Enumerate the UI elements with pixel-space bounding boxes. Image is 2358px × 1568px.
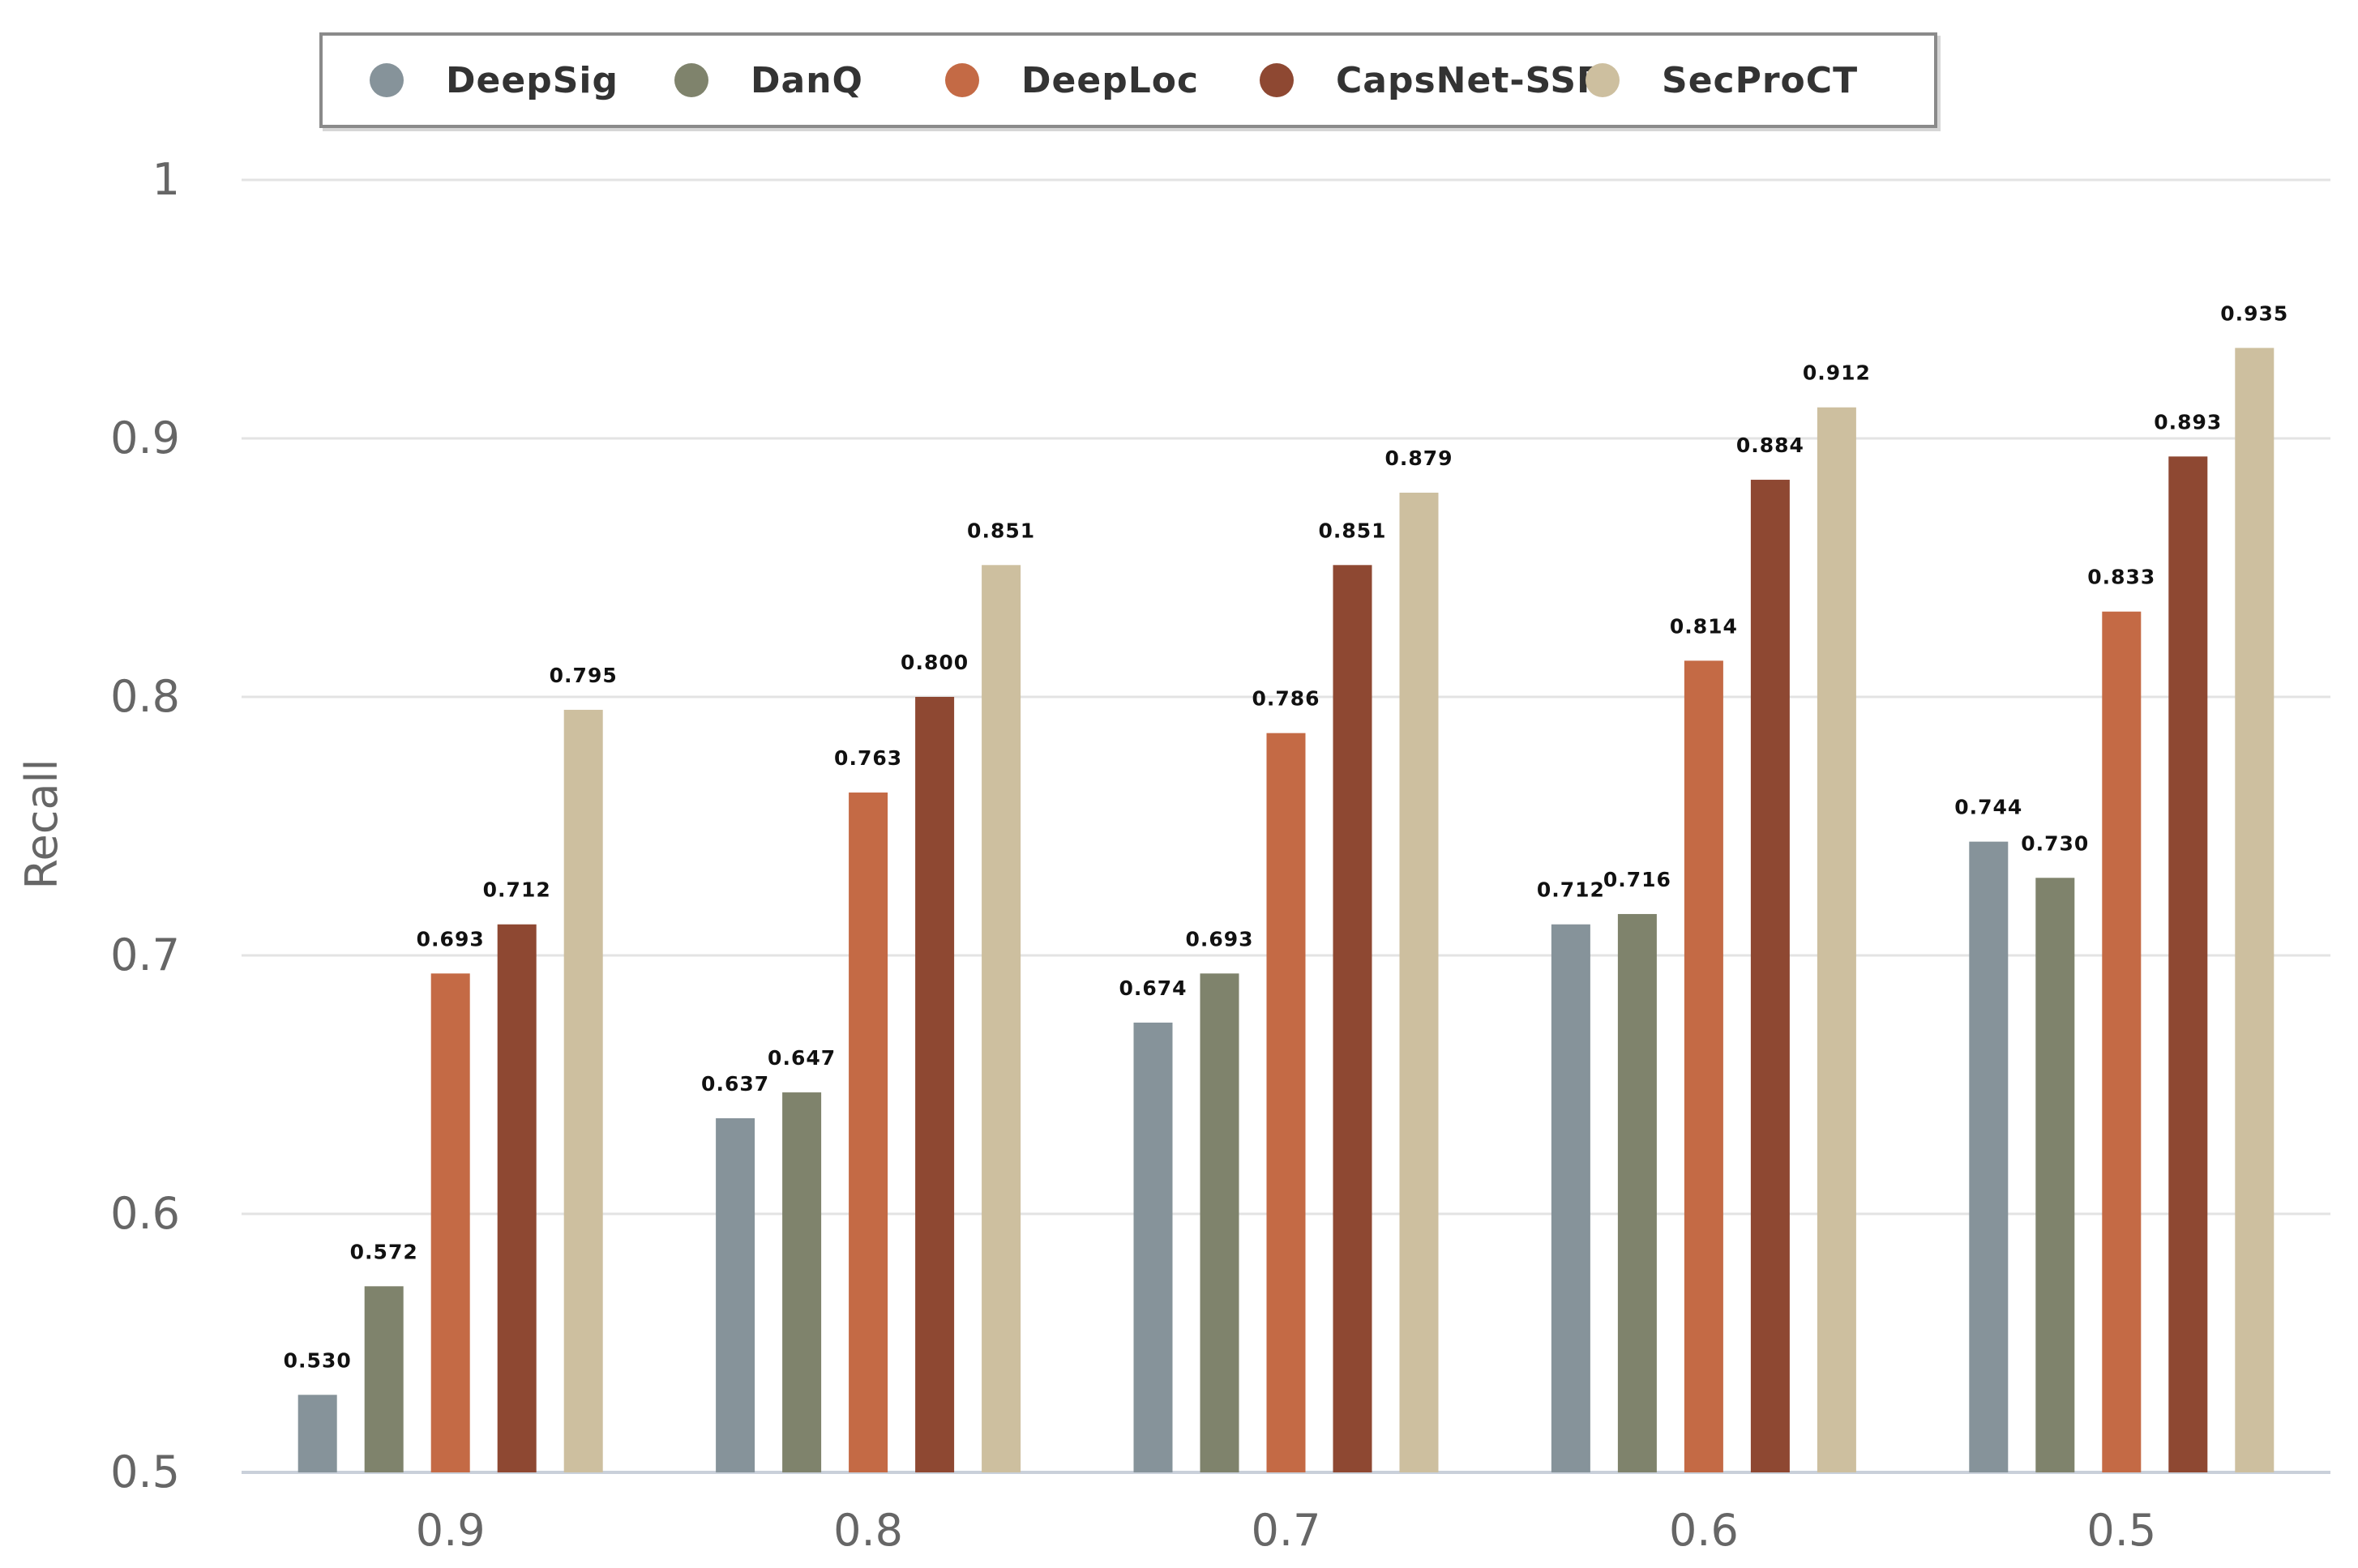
bar-capsnet-ssp-0.7 [1333, 565, 1372, 1472]
bar-danq-0.7 [1200, 973, 1239, 1472]
bar-deepsig-0.6 [1551, 924, 1590, 1472]
bar-capsnet-ssp-0.8 [915, 697, 955, 1472]
legend-marker [370, 63, 404, 97]
legend-item-capsnet-ssp[interactable]: CapsNet-SSP [1260, 36, 1603, 125]
legend-marker [1260, 63, 1294, 97]
legend-marker [1586, 63, 1620, 97]
bar-deepsig-0.5 [1969, 841, 2009, 1472]
bars [297, 348, 2275, 1473]
data-label: 0.884 [1736, 434, 1804, 457]
y-tick-label: 0.8 [110, 671, 180, 722]
data-label: 0.716 [1603, 868, 1671, 891]
x-tick-label: 0.9 [416, 1505, 486, 1556]
data-label: 0.879 [1384, 446, 1453, 470]
bar-danq-0.5 [2035, 878, 2075, 1472]
data-label: 0.693 [417, 927, 485, 951]
y-axis-label: Recall [16, 758, 67, 889]
legend-label: CapsNet-SSP [1336, 59, 1604, 101]
x-tick-label: 0.6 [1669, 1505, 1739, 1556]
data-label: 0.712 [1537, 878, 1605, 902]
legend-label: DeepLoc [1021, 59, 1200, 101]
data-label: 0.893 [2154, 410, 2222, 434]
bar-deepsig-0.7 [1133, 1022, 1173, 1472]
y-tick-label: 0.7 [110, 929, 180, 981]
data-label: 0.912 [1803, 361, 1871, 385]
data-label: 0.730 [2021, 831, 2089, 855]
bar-deeploc-0.6 [1684, 660, 1723, 1472]
y-tick-label: 0.9 [110, 412, 180, 464]
data-label: 0.833 [2087, 566, 2155, 589]
x-tick-label: 0.8 [833, 1505, 903, 1556]
legend-label: DeepSig [446, 59, 618, 101]
bar-deepsig-0.9 [297, 1395, 337, 1472]
data-label: 0.795 [550, 664, 618, 687]
legend-item-secproct[interactable]: SecProCT [1586, 36, 1858, 125]
x-axis-ticks: 0.9 0.8 0.7 0.6 0.5 [416, 1505, 2156, 1556]
bar-secproct-0.5 [2235, 348, 2275, 1473]
bar-danq-0.9 [364, 1286, 404, 1472]
legend-item-deepsig[interactable]: DeepSig [370, 36, 618, 125]
y-tick-label: 0.6 [110, 1188, 180, 1239]
legend: DeepSig DanQ DeepLoc CapsNet-SSP SecProCT [319, 32, 1937, 128]
x-tick-label: 0.7 [1252, 1505, 1321, 1556]
bar-deeploc-0.7 [1266, 733, 1306, 1472]
bar-deeploc-0.5 [2102, 611, 2142, 1472]
legend-item-deeploc[interactable]: DeepLoc [945, 36, 1199, 125]
legend-label: SecProCT [1662, 59, 1859, 101]
data-label: 0.851 [967, 519, 1035, 542]
bar-secproct-0.8 [982, 565, 1021, 1472]
data-label: 0.786 [1252, 687, 1320, 711]
x-tick-label: 0.5 [2086, 1505, 2156, 1556]
y-tick-label: 1 [152, 154, 180, 205]
data-label: 0.763 [834, 746, 902, 770]
data-label: 0.744 [1954, 796, 2022, 819]
data-label: 0.572 [350, 1240, 418, 1263]
bar-capsnet-ssp-0.5 [2168, 456, 2208, 1472]
data-label: 0.712 [483, 878, 551, 902]
bar-capsnet-ssp-0.6 [1750, 480, 1790, 1472]
bar-deeploc-0.8 [849, 793, 888, 1472]
data-label: 0.693 [1185, 927, 1253, 951]
data-label: 0.674 [1119, 976, 1187, 1000]
bar-secproct-0.6 [1817, 407, 1856, 1473]
bar-danq-0.6 [1617, 913, 1657, 1472]
data-label: 0.851 [1318, 519, 1386, 542]
data-label: 0.814 [1670, 614, 1738, 638]
legend-label: DanQ [751, 59, 863, 101]
data-label: 0.800 [901, 651, 969, 674]
bar-danq-0.8 [782, 1092, 822, 1472]
legend-item-danq[interactable]: DanQ [674, 36, 863, 125]
legend-marker [945, 63, 979, 97]
bar-deeploc-0.9 [430, 973, 470, 1472]
bar-secproct-0.9 [563, 709, 603, 1472]
y-axis-ticks: 0.5 0.6 0.7 0.8 0.9 1 [110, 154, 180, 1498]
bar-deepsig-0.8 [716, 1117, 755, 1472]
data-label: 0.647 [768, 1046, 836, 1070]
data-label: 0.530 [284, 1348, 352, 1372]
y-tick-label: 0.5 [110, 1446, 180, 1498]
bar-secproct-0.7 [1399, 492, 1439, 1472]
data-label: 0.637 [701, 1072, 769, 1096]
data-label: 0.935 [2220, 301, 2288, 325]
legend-marker [674, 63, 708, 97]
bar-capsnet-ssp-0.9 [497, 924, 537, 1472]
